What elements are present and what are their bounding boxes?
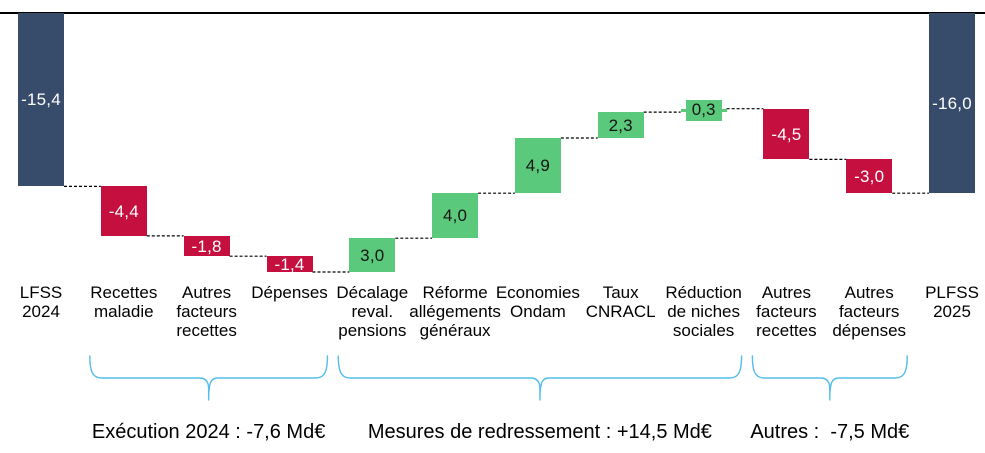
bar-category-label: Dépenses [225,283,355,302]
waterfall-bar: -3,0 [846,159,893,194]
category-label-line: 2024 [22,302,60,321]
category-label-line: PLFSS [925,283,979,302]
category-label-line: pensions [338,321,407,340]
group-brace [751,355,908,401]
group-label: Autres : -7,5 Md€ [750,421,910,443]
group-brace [337,355,743,401]
bar-value-label: 4,0 [442,206,468,226]
category-label-line: Taux [602,283,639,302]
category-label-line: facteurs [176,302,237,321]
bar-category-label: Réforme allégements généraux [390,283,520,340]
category-label-line: Décalage [336,283,409,302]
category-label-line: recettes [756,321,817,340]
category-label-line: 2025 [933,302,971,321]
category-label-line: Autres [761,283,811,302]
bar-value-label: 3,0 [360,245,385,265]
bar-category-label: Economies Ondam [473,283,603,321]
category-label-line: Dépenses [251,283,328,302]
category-label-line: de niches [667,302,740,321]
group-brace [89,355,329,401]
bar-value-label: -3,0 [854,166,885,186]
waterfall-bar: 3,0 [349,238,396,272]
waterfall-bar: -1,4 [266,254,313,274]
bar-value-label-box: 0,3 [685,99,722,121]
bar-value-label: 0,3 [691,100,716,120]
category-label-line: reval. [351,302,394,321]
category-label-line: dépenses [832,321,907,340]
waterfall-bar: -16,0 [929,13,975,194]
category-label-line: CNRACL [585,302,656,321]
category-label-line: recettes [176,321,237,340]
category-label-line: Autres [844,283,894,302]
group-label: Mesures de redressement : +14,5 Md€ [367,421,712,443]
bar-category-label: PLFSS 2025 [887,283,985,321]
bar-value-label: -4,5 [771,124,802,144]
waterfall-bar: 2,3 [597,112,644,138]
waterfall-bar: 4,9 [514,138,561,194]
zero-axis-line [0,12,985,14]
waterfall-bar [680,108,727,113]
bar-category-label: Réduction de niches sociales [639,283,769,340]
category-label-line: Ondam [510,302,566,321]
bar-category-label: LFSS 2024 [0,283,106,321]
category-label-line: Recettes [90,283,158,302]
bar-value-label: -1,4 [274,254,305,274]
group-label: Exécution 2024 : -7,6 Md€ [91,421,326,443]
bar-value-label: 4,9 [525,156,550,176]
bar-category-label: Recettes maladie [59,283,189,321]
category-label-line: généraux [419,321,491,340]
bar-category-label: Décalage reval. pensions [307,283,437,340]
bar-category-label: Autres facteurs recettes [721,283,851,340]
category-label-line: facteurs [838,302,900,321]
category-label-line: Réduction [665,283,742,302]
bar-value-label: -1,8 [191,236,222,256]
bar-category-label: Taux CNRACL [556,283,686,321]
category-label-line: allégements [409,302,501,321]
category-label-line: Réforme [422,283,488,302]
bar-category-label: Autres facteurs recettes [142,283,272,340]
bar-category-label: Autres facteurs dépenses [804,283,934,340]
waterfall-bar: -15,4 [18,13,64,187]
category-label-line: facteurs [756,302,817,321]
category-label-line: maladie [94,302,154,321]
bar-value-label: 2,3 [608,115,633,135]
waterfall-bar: 4,0 [432,193,479,239]
category-label-line: Autres [182,283,232,302]
category-label-line: LFSS [19,283,63,302]
category-label-line: Economies [495,283,580,302]
category-label-line: sociales [672,321,735,340]
bar-value-label: -4,4 [108,201,139,221]
bar-value-label: -15,4 [21,90,61,110]
waterfall-bar: -4,4 [100,186,147,236]
bar-value-label: -16,0 [932,93,972,113]
waterfall-bar: -1,8 [183,235,230,257]
waterfall-bar: -4,5 [763,108,810,160]
